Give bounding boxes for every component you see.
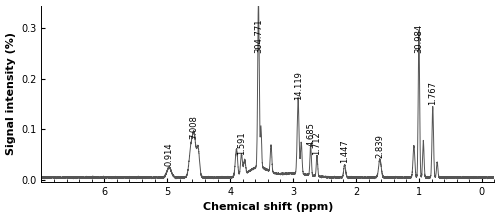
Text: 1.712: 1.712 [312,131,322,155]
Y-axis label: Signal intensity (%): Signal intensity (%) [6,32,16,155]
Text: 0.914: 0.914 [164,142,173,166]
Text: 4.685: 4.685 [306,122,315,146]
Text: 1.447: 1.447 [340,140,349,163]
Text: 30.984: 30.984 [414,24,424,53]
Text: 2.839: 2.839 [376,135,384,158]
Text: 14.119: 14.119 [294,71,302,100]
Text: 7.008: 7.008 [190,115,199,139]
Text: 1.591: 1.591 [237,132,246,155]
Text: 1.767: 1.767 [428,81,438,105]
Text: 304.771: 304.771 [254,19,263,53]
X-axis label: Chemical shift (ppm): Chemical shift (ppm) [202,203,333,213]
